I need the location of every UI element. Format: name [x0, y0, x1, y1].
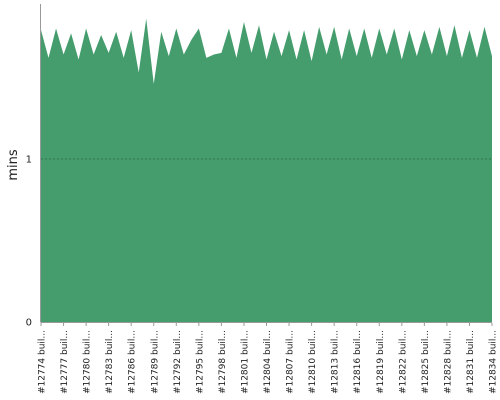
x-tick-label: #12828 buil... — [443, 330, 453, 394]
x-tick-label: #12801 buil... — [240, 330, 250, 394]
x-tick-label: #12777 buil... — [60, 330, 70, 394]
x-axis-ticks: #12774 buil... #12777 buil... #12780 buil.… — [38, 323, 499, 394]
x-tick-label: #12804 buil... — [263, 330, 273, 394]
x-tick-label: #12789 buil... — [150, 330, 160, 394]
x-tick-label: #12783 buil... — [105, 330, 115, 394]
y-axis-title: mins — [6, 149, 21, 181]
x-tick-label: #12795 buil... — [195, 330, 205, 394]
x-tick-label: #12831 buil... — [466, 330, 476, 394]
x-tick-label: #12819 buil... — [376, 330, 386, 394]
x-tick-label: #12813 buil... — [331, 330, 341, 394]
x-tick-label: #12786 buil... — [128, 330, 138, 394]
x-tick-label: #12810 buil... — [308, 330, 318, 394]
x-tick-label: #12780 buil... — [83, 330, 93, 394]
x-tick-label: #12834 buil... — [489, 330, 499, 394]
x-tick-label: #12798 buil... — [218, 330, 228, 394]
x-tick-label: #12774 buil... — [38, 330, 48, 394]
x-tick-label: #12816 buil... — [353, 330, 363, 394]
x-tick-label: #12822 buil... — [398, 330, 408, 394]
y-tick-label: 1 — [26, 154, 32, 165]
x-tick-label: #12825 buil... — [421, 330, 431, 394]
x-tick-label: #12792 buil... — [173, 330, 183, 394]
area-series — [41, 18, 492, 323]
y-tick-label: 0 — [26, 318, 32, 329]
y-axis-ticks: 01 — [26, 154, 32, 328]
x-tick-label: #12807 buil... — [286, 330, 296, 394]
